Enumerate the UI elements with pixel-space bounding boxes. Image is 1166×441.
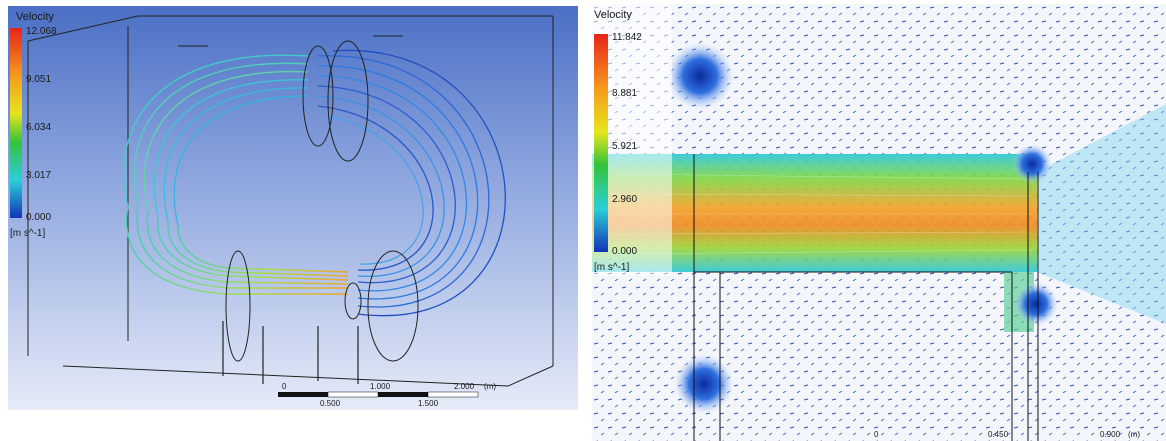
right-legend-tick: 2.960 <box>612 194 637 205</box>
right-legend-tick: 11.842 <box>612 32 642 43</box>
left-legend-colorbar <box>10 28 22 218</box>
left-legend-tick: 3.017 <box>26 170 51 181</box>
right-legend: Velocity 11.842 8.881 5.921 2.960 0.000 … <box>592 4 672 276</box>
right-scale-bar: 0 0.450 0.900 (m) <box>874 430 1140 439</box>
vortex-top-left <box>666 42 734 110</box>
streamlines-bottom-pipe <box>126 205 349 295</box>
left-scale-label: 0 <box>282 382 287 391</box>
right-legend-colorbar <box>594 34 608 252</box>
left-legend-tick: 12.068 <box>26 26 57 37</box>
left-scale-bar: 0 1.000 2.000 (m) 0.500 1.500 <box>278 382 496 408</box>
left-legend-title: Velocity <box>16 11 54 23</box>
vortex-right-lower <box>1014 282 1058 326</box>
left-scale-label: 2.000 <box>454 382 475 391</box>
left-streamline-svg: Velocity 12.068 9.051 6.034 3.017 0.000 … <box>10 11 554 408</box>
jet-streaks <box>611 173 1033 255</box>
left-scale-label: 1.000 <box>370 382 391 391</box>
right-legend-title: Velocity <box>594 9 632 21</box>
wireframe-box <box>27 15 554 387</box>
left-legend-tick: 0.000 <box>26 212 51 223</box>
support-legs <box>222 321 359 384</box>
right-legend-tick: 0.000 <box>612 246 637 257</box>
left-legend-tick: 9.051 <box>26 74 51 85</box>
right-legend-unit: [m s^-1] <box>594 262 629 273</box>
right-legend-tick: 5.921 <box>612 141 637 152</box>
right-vector-svg: Velocity 11.842 8.881 5.921 2.960 0.000 … <box>592 4 1166 441</box>
left-scale-label: 0.500 <box>320 399 341 408</box>
vortex-bottom-left <box>674 354 734 414</box>
right-scale-label: 0.450 <box>988 430 1009 439</box>
left-velocity-streamline-panel: Velocity 12.068 9.051 6.034 3.017 0.000 … <box>8 6 578 410</box>
right-legend-tick: 8.881 <box>612 88 637 99</box>
left-legend-tick: 6.034 <box>26 122 51 133</box>
pipe-ring-outlines <box>225 40 419 362</box>
right-scale-label: 0.900 <box>1100 430 1121 439</box>
vortex-outlet <box>1012 144 1052 184</box>
duct-walls <box>693 154 1039 441</box>
left-legend: Velocity 12.068 9.051 6.034 3.017 0.000 … <box>10 11 57 239</box>
left-legend-unit: [m s^-1] <box>10 228 45 239</box>
right-velocity-vector-panel: Velocity 11.842 8.881 5.921 2.960 0.000 … <box>592 4 1166 441</box>
streamlines-upper <box>123 54 309 227</box>
left-scale-label: (m) <box>484 382 496 391</box>
right-scale-label: (m) <box>1128 430 1140 439</box>
left-scale-label: 1.500 <box>418 399 439 408</box>
right-scale-label: 0 <box>874 430 879 439</box>
streamlines-right-arc <box>317 49 506 317</box>
